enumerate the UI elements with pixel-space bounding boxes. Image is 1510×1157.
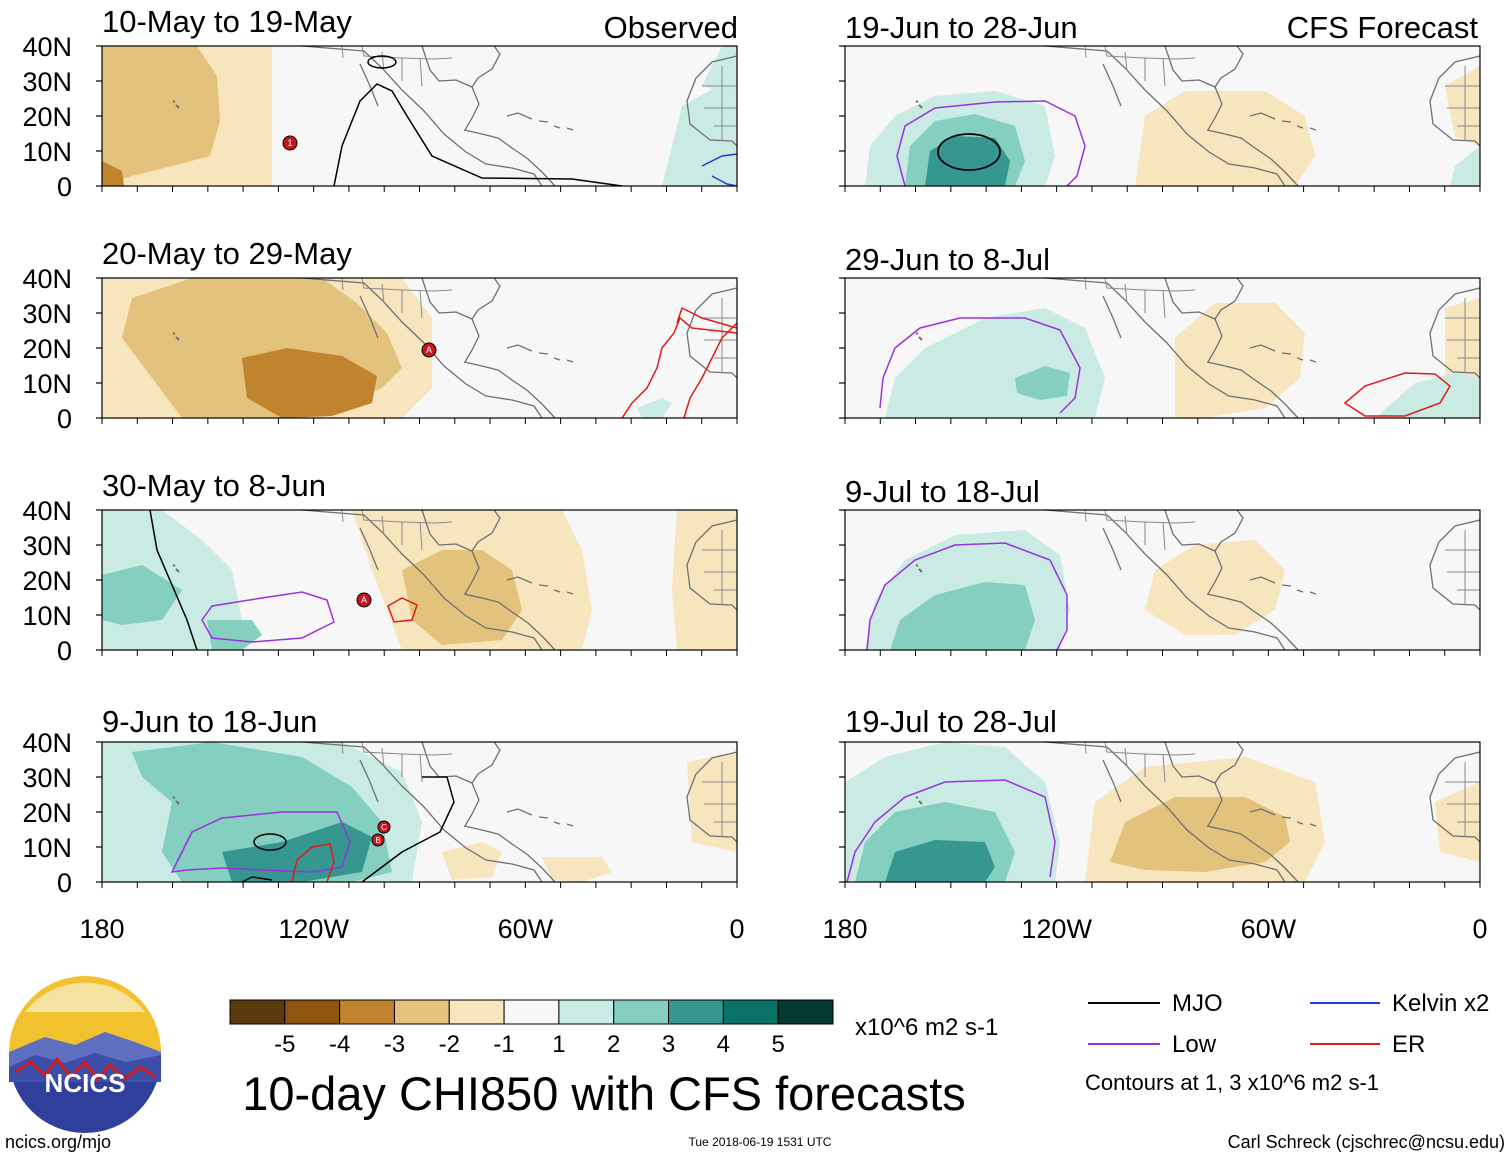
colorbar-tick-label: 2 (607, 1031, 620, 1058)
panel-period-title: 9-Jun to 18-Jun (102, 704, 317, 739)
lat-tick-label: 20N (22, 798, 72, 828)
main-title: 10-day CHI850 with CFS forecasts (242, 1067, 966, 1120)
colorbar-swatch (558, 999, 615, 1025)
logo-text: NCICS (45, 1068, 126, 1098)
lat-tick-label: 30N (22, 67, 72, 97)
panel-period-title: 30-May to 8-Jun (102, 468, 326, 503)
colorbar-tick-label: 4 (717, 1031, 730, 1058)
colorbar-tick-label: -3 (384, 1031, 405, 1058)
colorbar-swatch (339, 999, 395, 1025)
colorbar-tick-label: 1 (552, 1031, 565, 1058)
colorbar-tick-label: -5 (274, 1031, 295, 1058)
svg-text:C: C (381, 823, 387, 832)
colorbar-tick-label: 5 (772, 1031, 785, 1058)
map-panel-forecast-2: 29-Jun to 8-Jul (844, 242, 1481, 419)
footer-url: ncics.org/mjo (5, 1132, 111, 1152)
lat-tick-label: 40N (22, 496, 72, 526)
colorbar-swatch (668, 999, 724, 1025)
lat-tick-label: 40N (22, 32, 72, 62)
panel-period-title: 19-Jun to 28-Jun (845, 10, 1078, 45)
colorbar-swatch (613, 999, 670, 1025)
panel-period-title: 10-May to 19-May (102, 4, 352, 39)
legend-er-label: ER (1392, 1031, 1425, 1058)
colorbar-swatch (284, 999, 341, 1025)
colorbar: -5 -4 -3 -2 -1 1 2 3 4 5 (229, 999, 834, 1058)
svg-text:1: 1 (287, 138, 292, 148)
footer-timestamp: Tue 2018-06-19 1531 UTC (689, 1135, 832, 1149)
lon-tick-label: 0 (729, 914, 744, 944)
longitude-axes: 180 120W 60W 0 180 120W 60W 0 (79, 914, 1487, 944)
ncics-logo: NCICS (9, 976, 161, 1133)
colorbar-tick-label: -2 (439, 1031, 460, 1058)
lat-tick-label: 10N (22, 369, 72, 399)
lat-tick-label: 10N (22, 137, 72, 167)
legend-kelvin-label: Kelvin x2 (1392, 990, 1489, 1017)
lat-tick-label: 10N (22, 601, 72, 631)
panel-period-title: 20-May to 29-May (102, 236, 352, 271)
forecast-label: CFS Forecast (1287, 10, 1479, 45)
lon-tick-label: 60W (498, 914, 554, 944)
contours-note: Contours at 1, 3 x10^6 m2 s-1 (1085, 1070, 1379, 1095)
lat-tick-label: 30N (22, 299, 72, 329)
map-panel-observed-4: 9-Jun to 18-Jun C B (101, 704, 738, 883)
latitude-axes: 40N 30N 20N 10N 0 40N 30N 20N 10N 0 40N 30N 20N 10N 0 4… (22, 32, 1481, 898)
lon-tick-label: 60W (1241, 914, 1297, 944)
colorbar-swatch (777, 999, 834, 1025)
map-panel-forecast-4: 19-Jul to 28-Jul (844, 704, 1481, 883)
lat-tick-label: 0 (57, 404, 72, 434)
lat-tick-label: 0 (57, 868, 72, 898)
map-panel-forecast-3: 9-Jul to 18-Jul (844, 474, 1481, 651)
colorbar-swatch (229, 999, 286, 1025)
panel-period-title: 19-Jul to 28-Jul (845, 704, 1057, 739)
lon-tick-label: 180 (822, 914, 867, 944)
lat-tick-label: 40N (22, 264, 72, 294)
map-panel-observed-2: 20-May to 29-May A (101, 236, 738, 419)
lon-tick-label: 120W (278, 914, 349, 944)
map-panel-observed-3: 30-May to 8-Jun A (101, 468, 738, 651)
colorbar-swatch (448, 999, 505, 1025)
lat-tick-label: 30N (22, 531, 72, 561)
colorbar-swatch (722, 999, 779, 1025)
legend: MJO Kelvin x2 Low ER Contours at 1, 3 x1… (1085, 990, 1489, 1095)
storm-marker: C (377, 820, 391, 834)
lat-tick-label: 0 (57, 172, 72, 202)
lat-tick-label: 20N (22, 102, 72, 132)
colorbar-units: x10^6 m2 s-1 (855, 1014, 998, 1041)
svg-text:B: B (375, 836, 380, 845)
lat-tick-label: 20N (22, 334, 72, 364)
svg-text:A: A (361, 595, 367, 605)
lat-tick-label: 0 (57, 636, 72, 666)
lat-tick-label: 20N (22, 566, 72, 596)
storm-marker: B (371, 833, 385, 847)
colorbar-swatch (393, 999, 450, 1025)
colorbar-tick-label: -1 (493, 1031, 514, 1058)
storm-marker: A (421, 342, 437, 358)
map-panel-forecast-1: 19-Jun to 28-Jun (844, 10, 1481, 187)
svg-text:A: A (426, 345, 432, 355)
colorbar-tick-label: -4 (329, 1031, 350, 1058)
map-panel-observed-1: 10-May to 19-May 1 (101, 4, 738, 187)
lon-tick-label: 0 (1472, 914, 1487, 944)
legend-mjo-label: MJO (1172, 990, 1223, 1017)
lat-tick-label: 30N (22, 763, 72, 793)
colorbar-tick-label: 3 (662, 1031, 675, 1058)
panel-period-title: 9-Jul to 18-Jul (845, 474, 1040, 509)
footer-author: Carl Schreck (cjschrec@ncsu.edu) (1228, 1132, 1505, 1152)
colorbar-swatch (503, 999, 560, 1025)
lon-tick-label: 120W (1021, 914, 1092, 944)
lat-tick-label: 10N (22, 833, 72, 863)
observed-label: Observed (604, 10, 738, 45)
panel-period-title: 29-Jun to 8-Jul (845, 242, 1050, 277)
storm-marker: 1 (282, 135, 298, 151)
lon-tick-label: 180 (79, 914, 124, 944)
storm-marker: A (356, 592, 372, 608)
lat-tick-label: 40N (22, 728, 72, 758)
legend-low-label: Low (1172, 1031, 1217, 1058)
